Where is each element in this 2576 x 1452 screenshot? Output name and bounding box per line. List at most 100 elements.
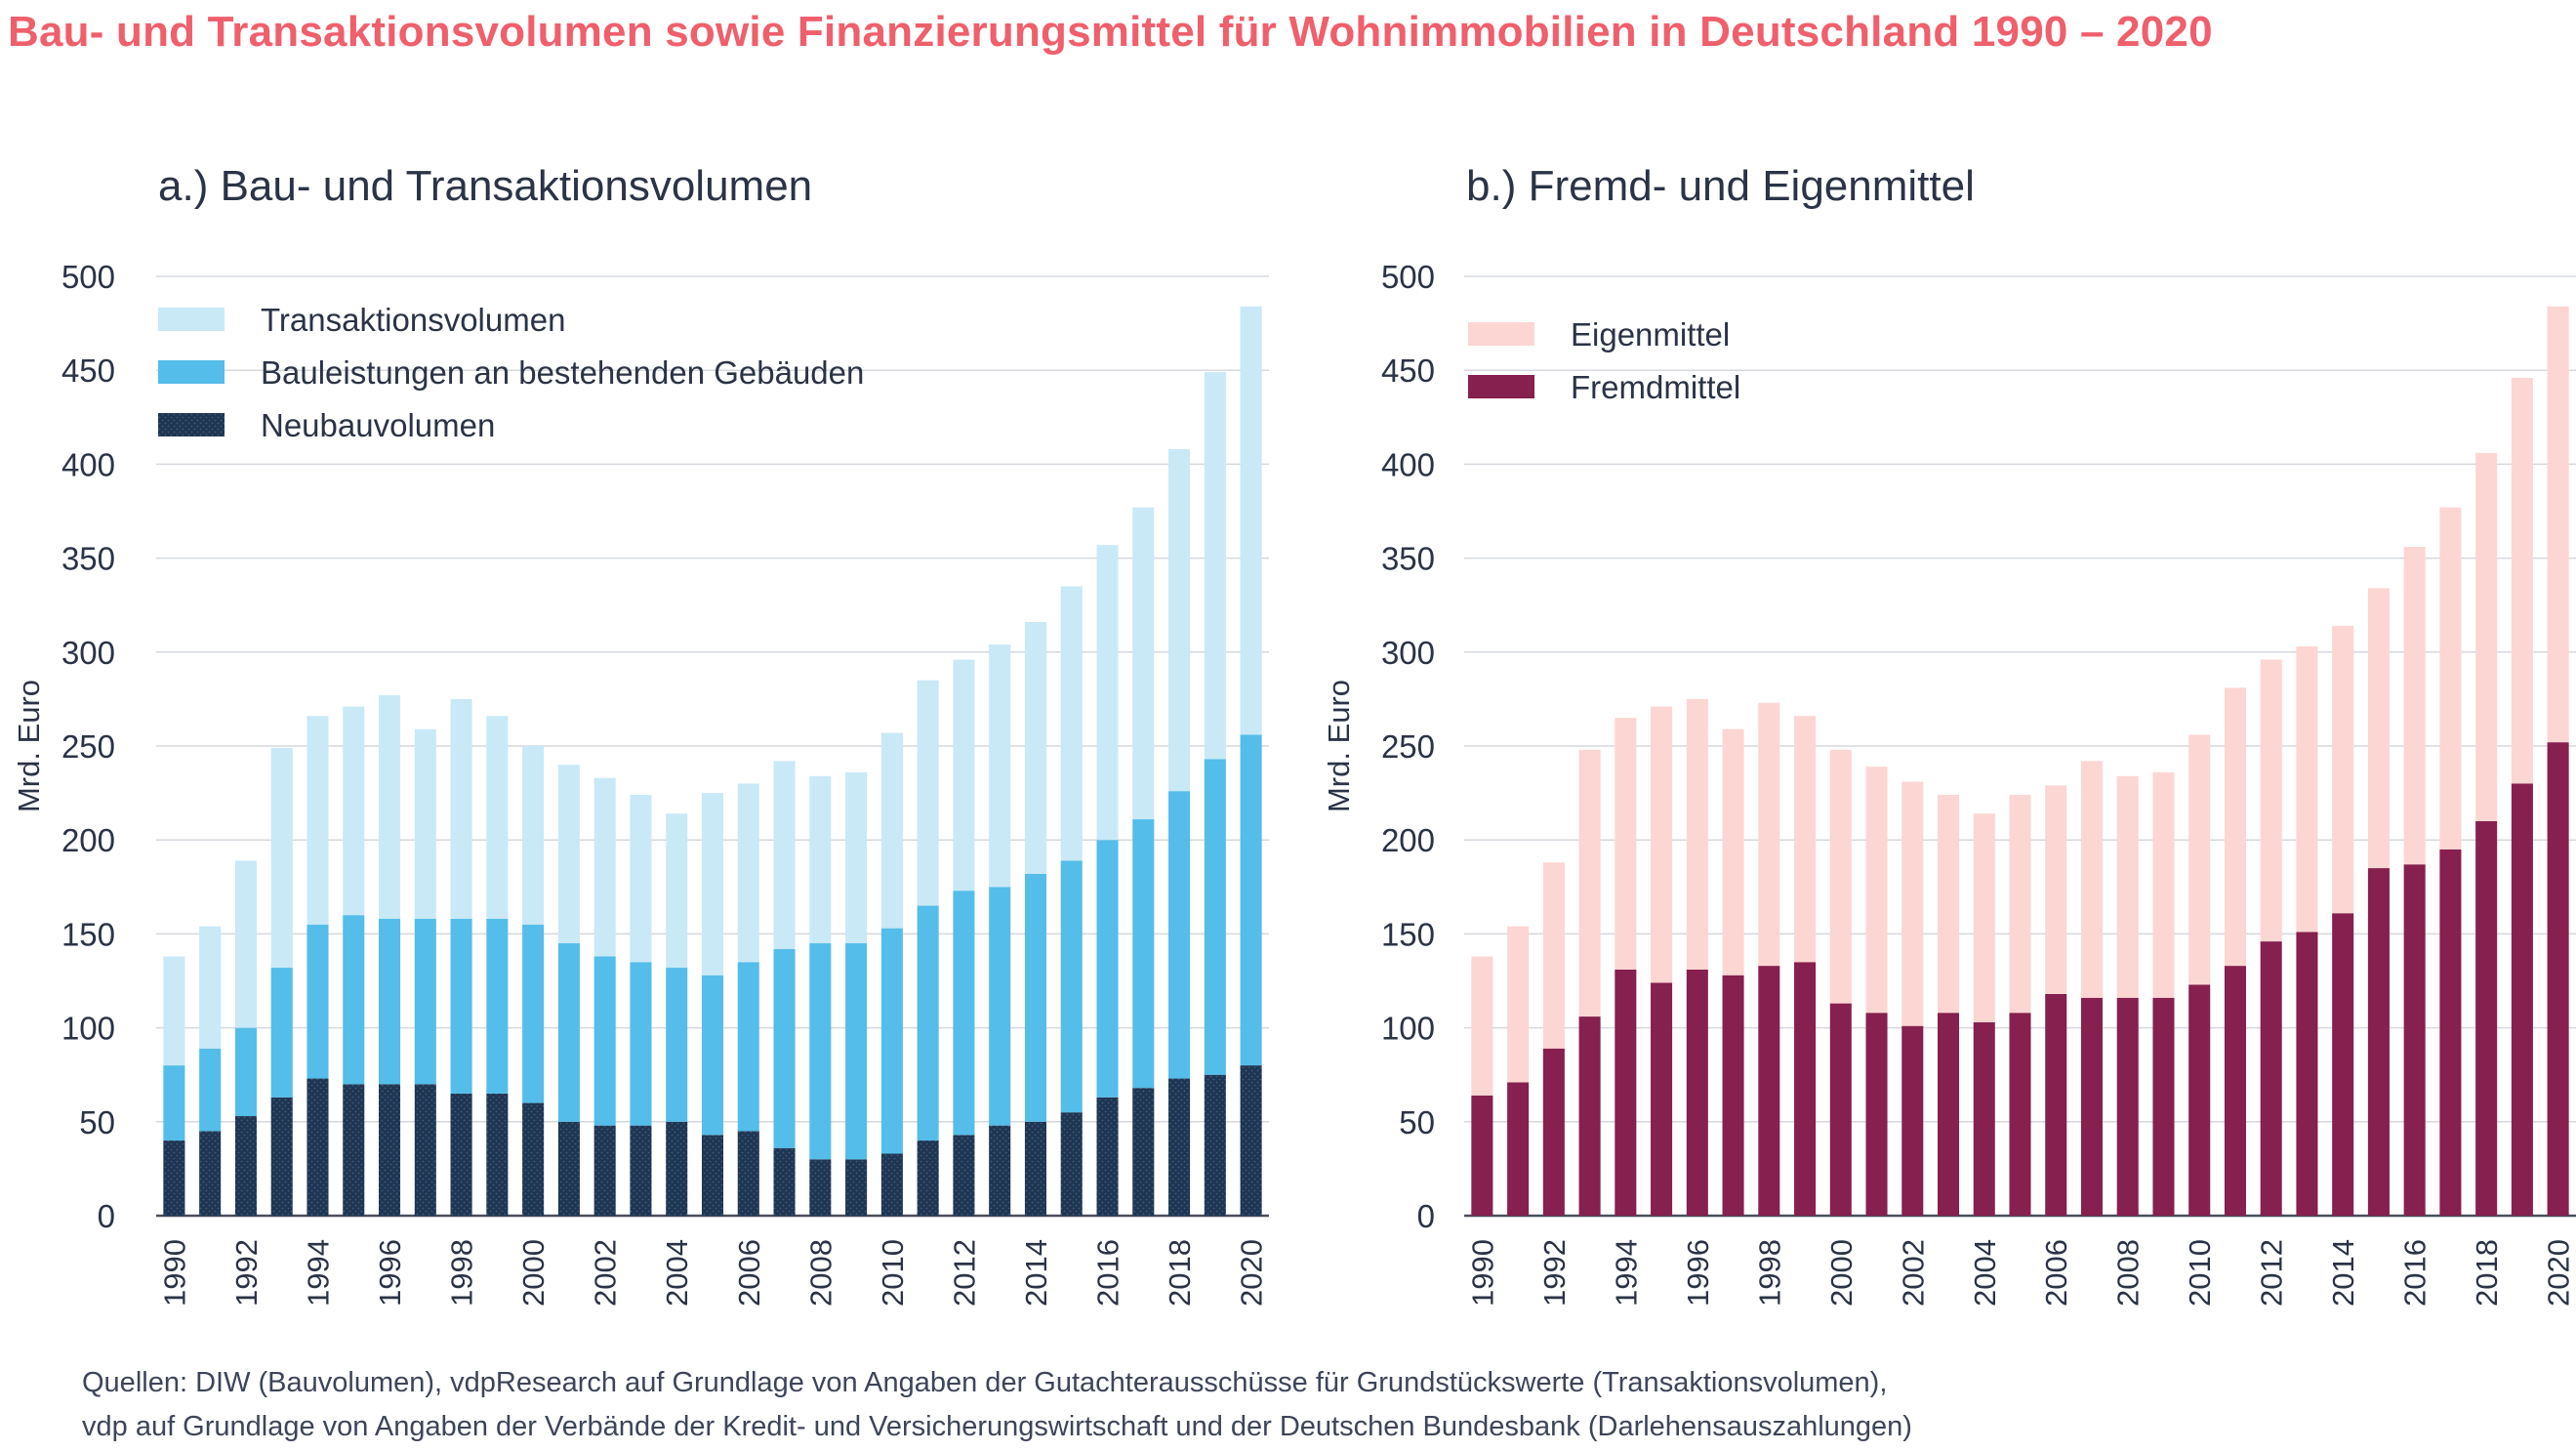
bar-transaktionsvolumen-2019 [1204, 372, 1226, 760]
x-tick-label: 2012 [2255, 1239, 2289, 1307]
x-tick-label: 2000 [1824, 1239, 1859, 1307]
bar-fremdmittel-2003 [1937, 1013, 1960, 1216]
bar-fremdmittel-1990 [1471, 1095, 1493, 1216]
bar-eigenmittel-2009 [2152, 771, 2175, 998]
bar-fremdmittel-2005 [2009, 1013, 2031, 1216]
bar-bauleistungen-an-bestehenden-geb-uden-1993 [270, 968, 293, 1098]
bar-eigenmittel-2004 [1973, 813, 1995, 1022]
bar-neubauvolumen-2017 [1132, 1088, 1155, 1216]
x-tick-label: 1994 [301, 1239, 335, 1307]
bar-neubauvolumen-2008 [809, 1159, 832, 1216]
bar-neubauvolumen-2007 [773, 1147, 796, 1216]
bar-bauleistungen-an-bestehenden-geb-uden-1998 [450, 919, 472, 1094]
x-tick-label: 2016 [1091, 1239, 1125, 1307]
x-tick-label: 2004 [1968, 1239, 2002, 1307]
bar-bauleistungen-an-bestehenden-geb-uden-2020 [1240, 734, 1262, 1066]
bar-eigenmittel-1996 [1686, 698, 1708, 970]
x-tick-label: 1990 [157, 1239, 191, 1307]
y-tick-label: 250 [61, 728, 115, 765]
bar-neubauvolumen-2019 [1204, 1074, 1226, 1216]
legend-swatch [1468, 375, 1534, 398]
bar-bauleistungen-an-bestehenden-geb-uden-2018 [1168, 791, 1191, 1079]
bar-bauleistungen-an-bestehenden-geb-uden-1999 [486, 919, 509, 1094]
bar-bauleistungen-an-bestehenden-geb-uden-2016 [1096, 840, 1119, 1098]
bar-fremdmittel-1991 [1507, 1082, 1530, 1216]
bar-transaktionsvolumen-1994 [307, 716, 329, 925]
bar-bauleistungen-an-bestehenden-geb-uden-2002 [593, 956, 616, 1126]
bar-eigenmittel-2000 [1829, 749, 1852, 1004]
bar-bauleistungen-an-bestehenden-geb-uden-2010 [880, 928, 903, 1154]
bar-bauleistungen-an-bestehenden-geb-uden-2006 [737, 962, 759, 1132]
bar-fremdmittel-2014 [2332, 913, 2354, 1216]
bar-fremdmittel-1998 [1758, 966, 1780, 1216]
bar-transaktionsvolumen-1998 [450, 698, 472, 920]
bar-fremdmittel-1996 [1686, 969, 1708, 1216]
bar-transaktionsvolumen-1991 [199, 926, 222, 1049]
legend-swatch [158, 413, 225, 436]
source-note-line-2: vdp auf Grundlage von Angaben der Verbän… [82, 1411, 1912, 1442]
bar-eigenmittel-2012 [2260, 659, 2282, 942]
x-tick-label: 2008 [803, 1239, 838, 1307]
bar-eigenmittel-2010 [2188, 734, 2211, 985]
bar-neubauvolumen-1990 [163, 1141, 185, 1216]
y-tick-label: 400 [1381, 446, 1435, 482]
bar-transaktionsvolumen-2020 [1240, 306, 1262, 735]
bar-fremdmittel-2009 [2152, 997, 2175, 1216]
bar-eigenmittel-1995 [1651, 706, 1673, 983]
bar-transaktionsvolumen-2018 [1168, 449, 1191, 792]
x-tick-label: 2014 [1019, 1239, 1053, 1307]
bar-transaktionsvolumen-1997 [414, 728, 436, 920]
bar-eigenmittel-1990 [1471, 956, 1493, 1096]
bar-bauleistungen-an-bestehenden-geb-uden-1990 [163, 1065, 185, 1141]
bar-neubauvolumen-2013 [989, 1125, 1011, 1216]
bar-transaktionsvolumen-2005 [701, 793, 724, 975]
bar-fremdmittel-2010 [2188, 984, 2211, 1216]
source-note-line-1: Quellen: DIW (Bauvolumen), vdpResearch a… [82, 1367, 1888, 1398]
y-tick-label: 50 [1399, 1104, 1435, 1141]
bar-neubauvolumen-1997 [414, 1084, 436, 1216]
bar-bauleistungen-an-bestehenden-geb-uden-2015 [1060, 860, 1083, 1113]
bar-transaktionsvolumen-1990 [163, 956, 185, 1066]
bar-fremdmittel-2001 [1865, 1013, 1888, 1216]
bar-eigenmittel-1999 [1794, 716, 1817, 963]
bar-eigenmittel-2018 [2475, 452, 2498, 821]
bar-neubauvolumen-1994 [307, 1078, 329, 1216]
bar-fremdmittel-1997 [1722, 975, 1744, 1216]
bar-eigenmittel-1992 [1542, 862, 1565, 1049]
bar-eigenmittel-2020 [2547, 306, 2569, 743]
y-tick-label: 500 [1381, 259, 1435, 295]
bar-transaktionsvolumen-2008 [809, 775, 832, 944]
bar-transaktionsvolumen-1996 [379, 695, 401, 920]
panel-title: b.) Fremd- und Eigenmittel [1466, 162, 1975, 210]
bar-fremdmittel-2004 [1973, 1021, 1995, 1216]
bar-transaktionsvolumen-1993 [270, 747, 293, 969]
bar-bauleistungen-an-bestehenden-geb-uden-2014 [1024, 873, 1046, 1122]
y-tick-label: 400 [61, 446, 115, 482]
bar-bauleistungen-an-bestehenden-geb-uden-2001 [557, 943, 580, 1122]
y-tick-label: 300 [1381, 635, 1435, 671]
bar-neubauvolumen-1992 [234, 1116, 257, 1216]
bar-transaktionsvolumen-2016 [1096, 545, 1119, 841]
bar-transaktionsvolumen-2001 [557, 765, 580, 944]
bar-bauleistungen-an-bestehenden-geb-uden-2008 [809, 943, 832, 1160]
y-tick-label: 450 [61, 353, 115, 389]
y-tick-label: 350 [1381, 541, 1435, 577]
x-tick-label: 2002 [589, 1239, 623, 1307]
x-tick-label: 2002 [1896, 1239, 1930, 1307]
legend-swatch [1468, 322, 1534, 346]
y-tick-label: 0 [98, 1198, 115, 1234]
bar-transaktionsvolumen-2006 [737, 783, 759, 963]
bar-transaktionsvolumen-2002 [593, 777, 616, 957]
bar-fremdmittel-2015 [2367, 868, 2390, 1216]
x-tick-label: 2006 [732, 1239, 766, 1307]
x-tick-label: 1996 [373, 1239, 407, 1307]
x-tick-label: 2010 [2183, 1239, 2217, 1307]
bar-bauleistungen-an-bestehenden-geb-uden-2007 [773, 948, 796, 1148]
bar-neubauvolumen-2000 [522, 1102, 545, 1216]
y-tick-label: 100 [61, 1011, 115, 1047]
main-title: Bau- und Transaktionsvolumen sowie Finan… [8, 8, 2213, 56]
bar-neubauvolumen-1993 [270, 1097, 293, 1216]
bar-eigenmittel-1994 [1615, 718, 1637, 970]
legend-label: Transaktionsvolumen [261, 302, 565, 338]
bar-bauleistungen-an-bestehenden-geb-uden-2011 [917, 905, 939, 1141]
